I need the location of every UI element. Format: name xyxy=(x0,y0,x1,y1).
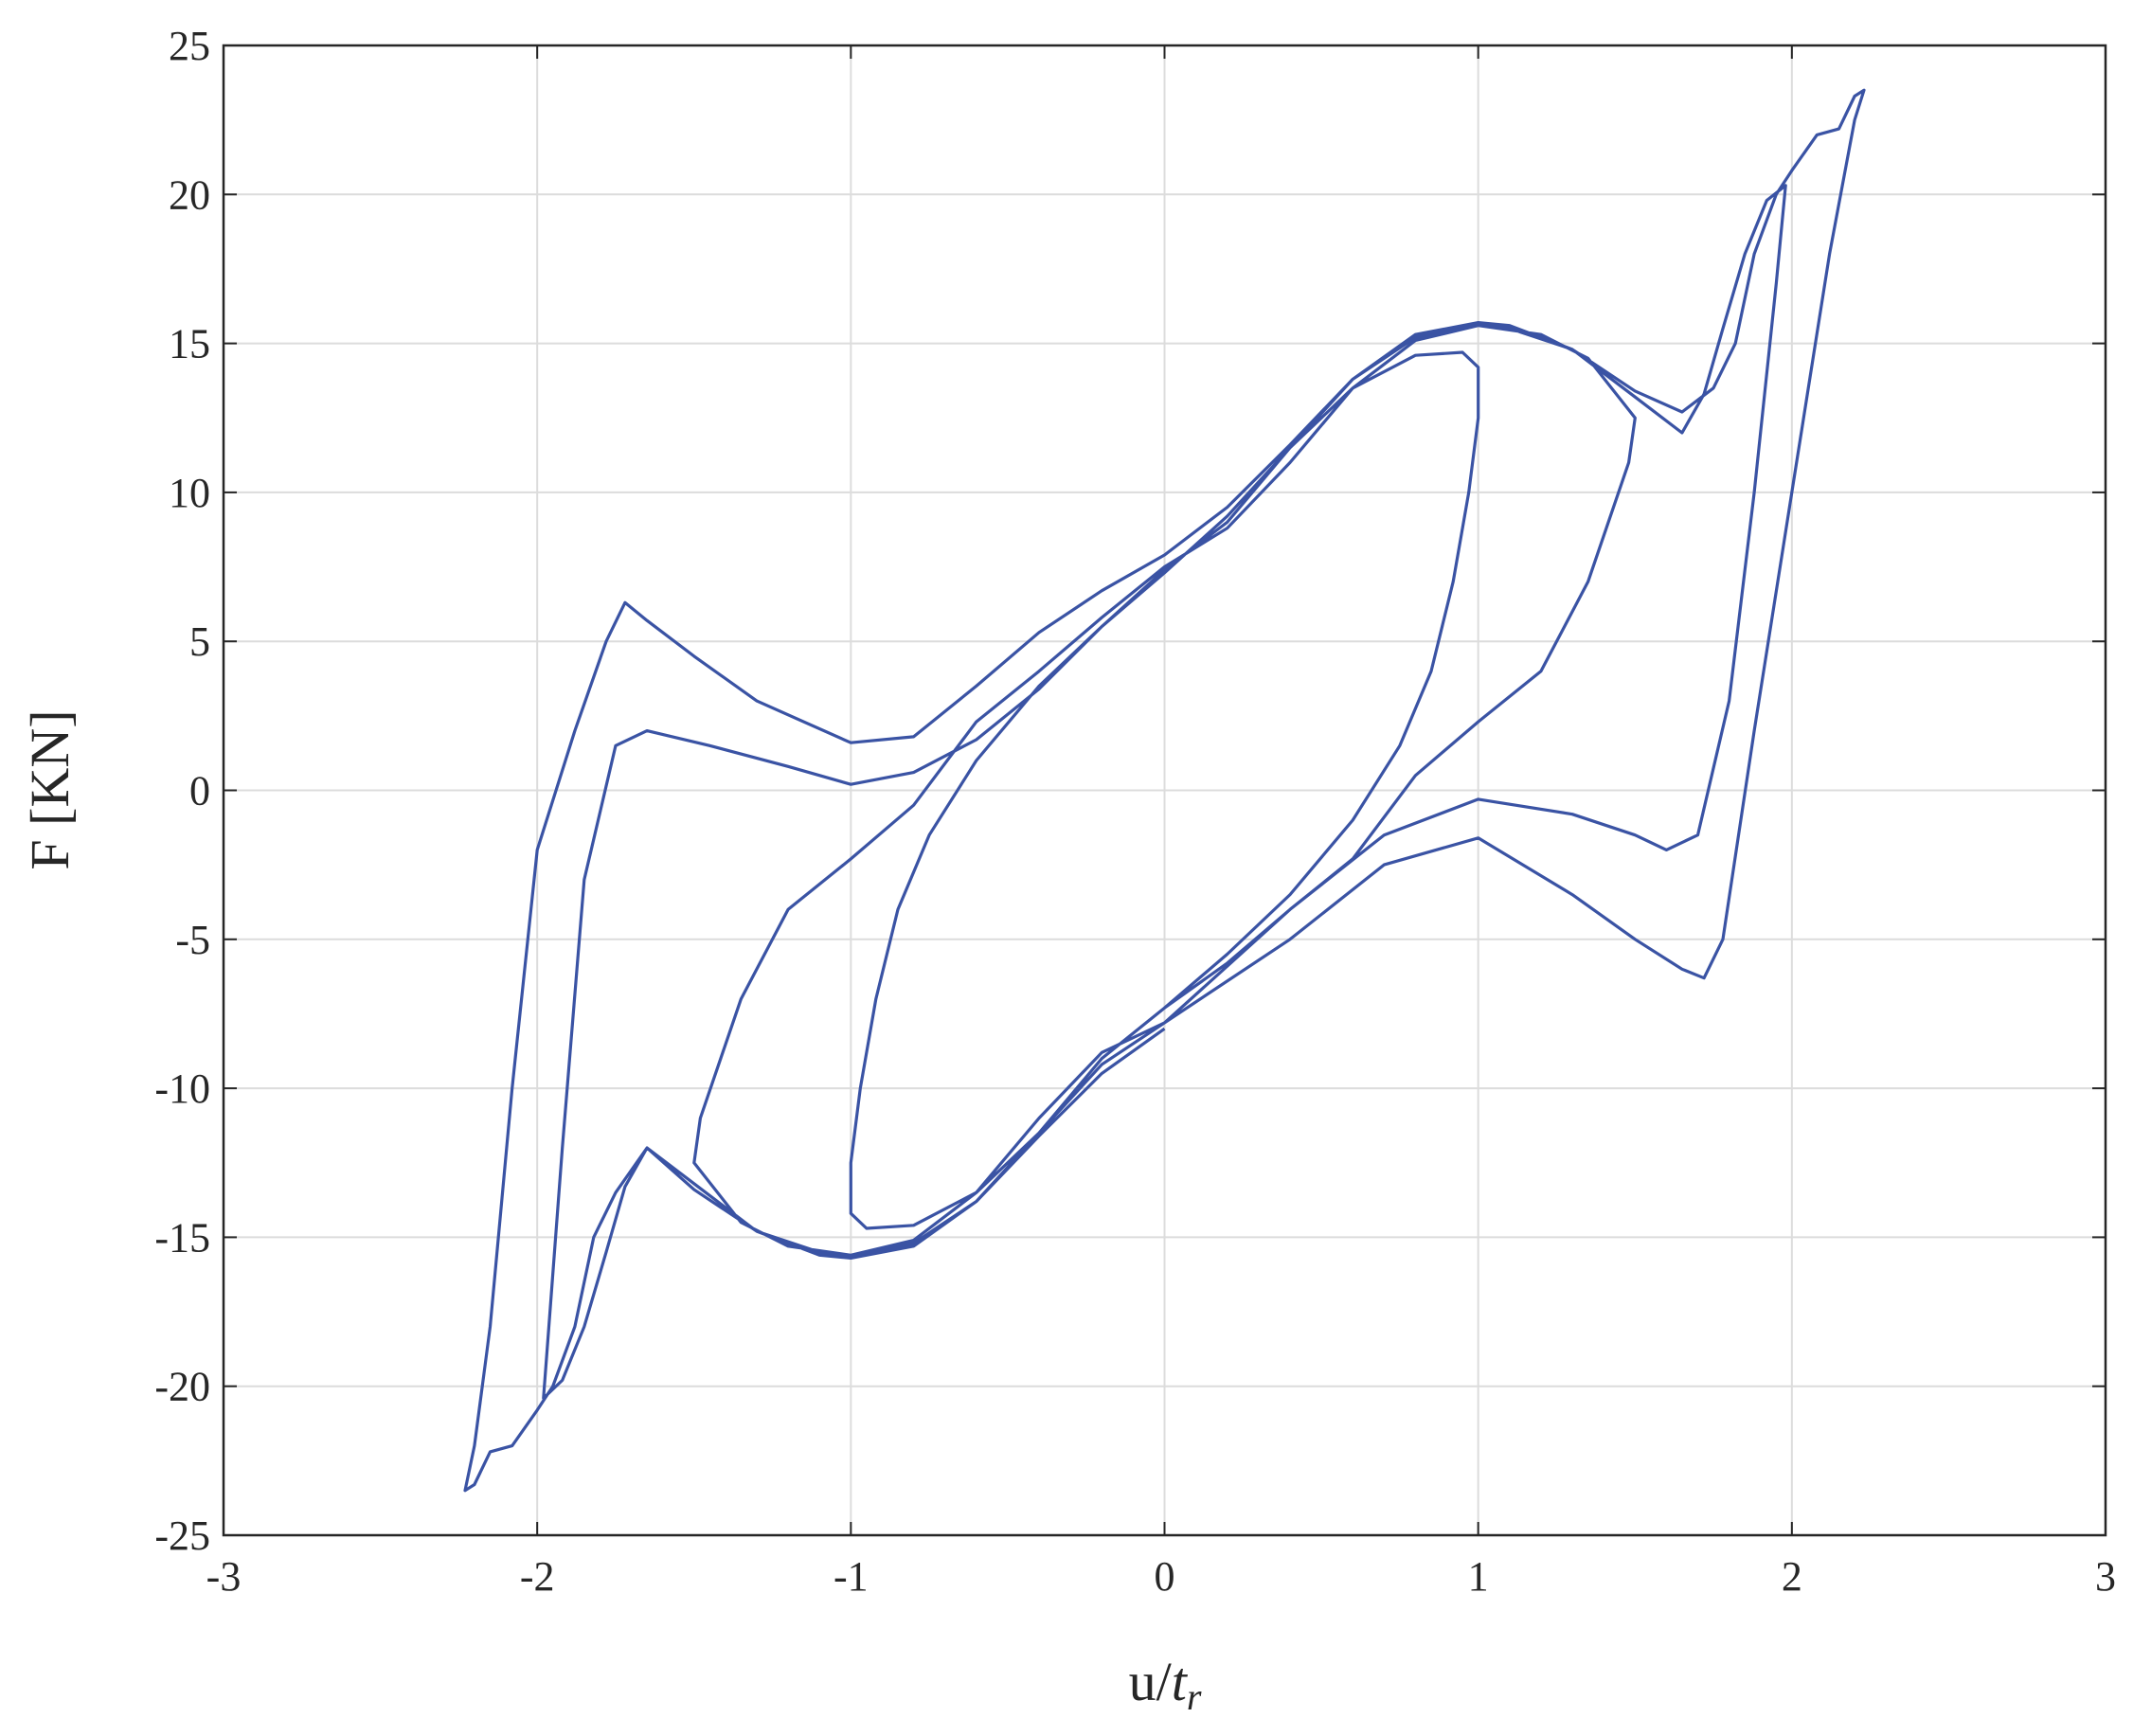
x-tick-label: -2 xyxy=(520,1553,555,1600)
plot-frame xyxy=(222,44,2107,1537)
x-tick-label: -1 xyxy=(834,1553,869,1600)
y-tick-label: 5 xyxy=(189,618,210,665)
x-tick-label: 3 xyxy=(2095,1553,2116,1600)
x-tick-label: 2 xyxy=(1782,1553,1802,1600)
x-label-part: t xyxy=(1172,1651,1189,1712)
y-axis-label: F [KN] xyxy=(19,709,81,869)
x-label-part: u/ xyxy=(1129,1651,1173,1712)
y-tick-label: 15 xyxy=(169,321,210,367)
y-tick-label: 25 xyxy=(169,23,210,69)
y-tick-label: -25 xyxy=(154,1512,210,1559)
x-tick-label: 0 xyxy=(1155,1553,1175,1600)
x-tick-label: 1 xyxy=(1468,1553,1489,1600)
y-tick-label: 20 xyxy=(169,171,210,218)
y-tick-label: -15 xyxy=(154,1214,210,1261)
y-tick-label: 10 xyxy=(169,470,210,516)
y-tick-label: -20 xyxy=(154,1364,210,1410)
data-line xyxy=(463,88,1866,1493)
y-tick-label: -10 xyxy=(154,1065,210,1112)
x-label-part: r xyxy=(1187,1675,1202,1718)
y-tick-label: -5 xyxy=(175,917,210,963)
y-tick-label: 0 xyxy=(189,768,210,814)
x-tick-label: -3 xyxy=(206,1553,242,1600)
x-axis-label: u/tr xyxy=(1129,1651,1202,1718)
